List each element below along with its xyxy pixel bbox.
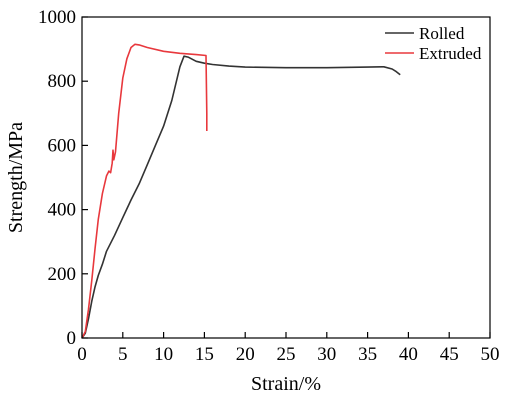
x-tick-label: 25 xyxy=(277,344,296,365)
y-tick-label: 800 xyxy=(48,71,77,92)
plot-frame xyxy=(81,16,491,339)
x-tick-label: 10 xyxy=(154,344,173,365)
x-tick-label: 35 xyxy=(358,344,377,365)
series-line-extruded xyxy=(81,43,208,339)
x-tick-label: 45 xyxy=(440,344,459,365)
x-tick-label: 50 xyxy=(481,344,500,365)
x-tick-label: 5 xyxy=(118,344,128,365)
series-line-rolled xyxy=(81,55,401,339)
y-tick-label: 200 xyxy=(48,264,77,285)
y-tick-label: 1000 xyxy=(38,7,76,28)
x-tick-label: 30 xyxy=(317,344,336,365)
x-tick-label: 15 xyxy=(195,344,214,365)
x-axis-label: Strain/% xyxy=(251,373,321,395)
y-tick-label: 600 xyxy=(48,135,77,156)
legend-label: Rolled xyxy=(419,24,465,43)
x-tick-label: 40 xyxy=(399,344,418,365)
x-tick-label: 0 xyxy=(77,344,87,365)
y-axis: 0 200 400 600 800 1000 xyxy=(38,7,88,349)
y-tick-label: 400 xyxy=(48,200,77,221)
x-tick-label: 20 xyxy=(236,344,255,365)
y-axis-label: Strength/MPa xyxy=(5,122,27,233)
legend-label: Extruded xyxy=(419,44,482,63)
x-axis: 0 5 10 15 20 25 30 35 40 45 50 xyxy=(77,332,500,365)
y-tick-label: 0 xyxy=(67,328,77,349)
plot-content xyxy=(81,43,401,339)
